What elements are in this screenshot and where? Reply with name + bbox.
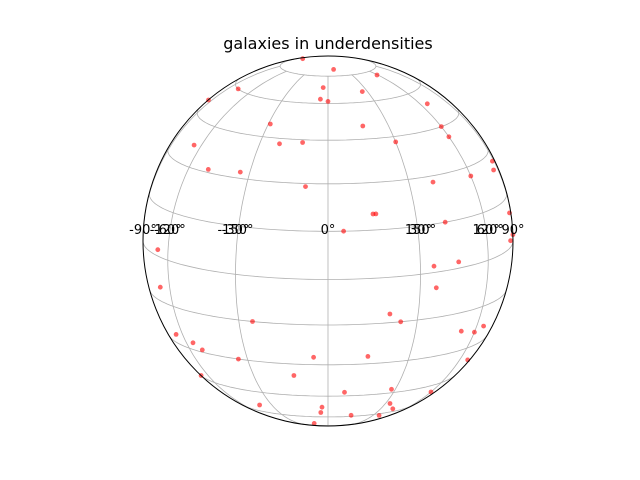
data-point bbox=[424, 101, 430, 107]
data-point bbox=[431, 263, 437, 269]
data-point bbox=[390, 406, 396, 412]
data-point bbox=[458, 328, 464, 334]
longitude-gridline bbox=[167, 70, 287, 415]
longitude-tick-label: 30° bbox=[409, 223, 432, 238]
longitude-tick-label: -150° bbox=[217, 223, 253, 238]
data-point bbox=[191, 142, 197, 148]
data-point bbox=[300, 140, 305, 145]
data-point bbox=[205, 167, 211, 172]
data-point bbox=[236, 356, 241, 362]
data-point bbox=[446, 134, 452, 140]
data-point bbox=[190, 340, 196, 346]
data-point bbox=[277, 141, 282, 147]
longitude-gridline bbox=[369, 70, 489, 415]
data-point bbox=[199, 347, 205, 353]
data-point bbox=[387, 311, 393, 317]
longitude-gridline bbox=[142, 65, 281, 242]
data-point bbox=[311, 354, 316, 360]
data-point bbox=[341, 228, 346, 234]
longitude-gridlines bbox=[142, 60, 514, 426]
globe-frame bbox=[142, 55, 514, 427]
data-point bbox=[398, 319, 404, 325]
longitude-tick-label: 90° bbox=[501, 223, 524, 238]
data-point bbox=[235, 86, 241, 92]
data-point bbox=[318, 96, 323, 102]
data-point bbox=[393, 139, 399, 145]
longitude-gridline bbox=[235, 74, 305, 425]
data-point bbox=[303, 184, 308, 190]
longitude-tick-label: 0° bbox=[321, 223, 336, 238]
data-point bbox=[428, 389, 434, 395]
data-point bbox=[389, 386, 394, 392]
data-point bbox=[250, 319, 255, 324]
chart-title: galaxies in underdensities bbox=[223, 34, 432, 53]
data-point bbox=[387, 401, 393, 406]
longitude-tick-label: -30° bbox=[222, 223, 250, 238]
data-point bbox=[433, 285, 439, 291]
data-point bbox=[472, 329, 477, 335]
data-point bbox=[359, 89, 365, 94]
data-point bbox=[468, 173, 474, 179]
data-point bbox=[481, 323, 486, 329]
data-point bbox=[374, 72, 380, 78]
data-point bbox=[491, 167, 496, 173]
data-points bbox=[155, 56, 516, 426]
data-point bbox=[373, 211, 379, 217]
data-point bbox=[291, 373, 297, 378]
data-point bbox=[342, 389, 347, 395]
data-point bbox=[376, 413, 382, 418]
longitude-tick-label: -60° bbox=[154, 223, 182, 238]
data-point bbox=[237, 169, 243, 175]
data-point bbox=[348, 412, 354, 418]
data-point bbox=[257, 402, 262, 408]
data-point bbox=[490, 158, 495, 164]
longitude-tick-label: -120° bbox=[150, 223, 186, 238]
data-point bbox=[430, 179, 436, 185]
data-point bbox=[456, 259, 462, 265]
longitude-tick-label: 60° bbox=[477, 223, 500, 238]
data-point bbox=[365, 354, 371, 359]
data-point bbox=[360, 123, 366, 129]
data-point bbox=[319, 404, 325, 410]
latitude-gridline bbox=[279, 58, 377, 77]
longitude-gridline bbox=[351, 74, 421, 425]
longitude-tick-label: 120° bbox=[473, 223, 504, 238]
data-point bbox=[173, 332, 179, 337]
data-point bbox=[320, 85, 326, 90]
data-point bbox=[442, 219, 448, 225]
data-point bbox=[508, 238, 513, 244]
data-point bbox=[157, 284, 163, 290]
longitude-tick-label: -90° bbox=[129, 223, 157, 238]
data-point bbox=[331, 67, 336, 72]
data-point bbox=[267, 121, 273, 127]
longitude-tick-label: 150° bbox=[405, 223, 436, 238]
data-point bbox=[318, 410, 324, 415]
longitude-tick-labels: -150° -120°-90°-60° -30° 0° 30° 60° 90°120° 150… bbox=[129, 223, 524, 238]
data-point bbox=[311, 421, 317, 426]
longitude-gridline bbox=[375, 65, 514, 242]
data-point bbox=[155, 247, 161, 253]
data-point bbox=[325, 99, 331, 104]
data-point bbox=[438, 124, 444, 129]
